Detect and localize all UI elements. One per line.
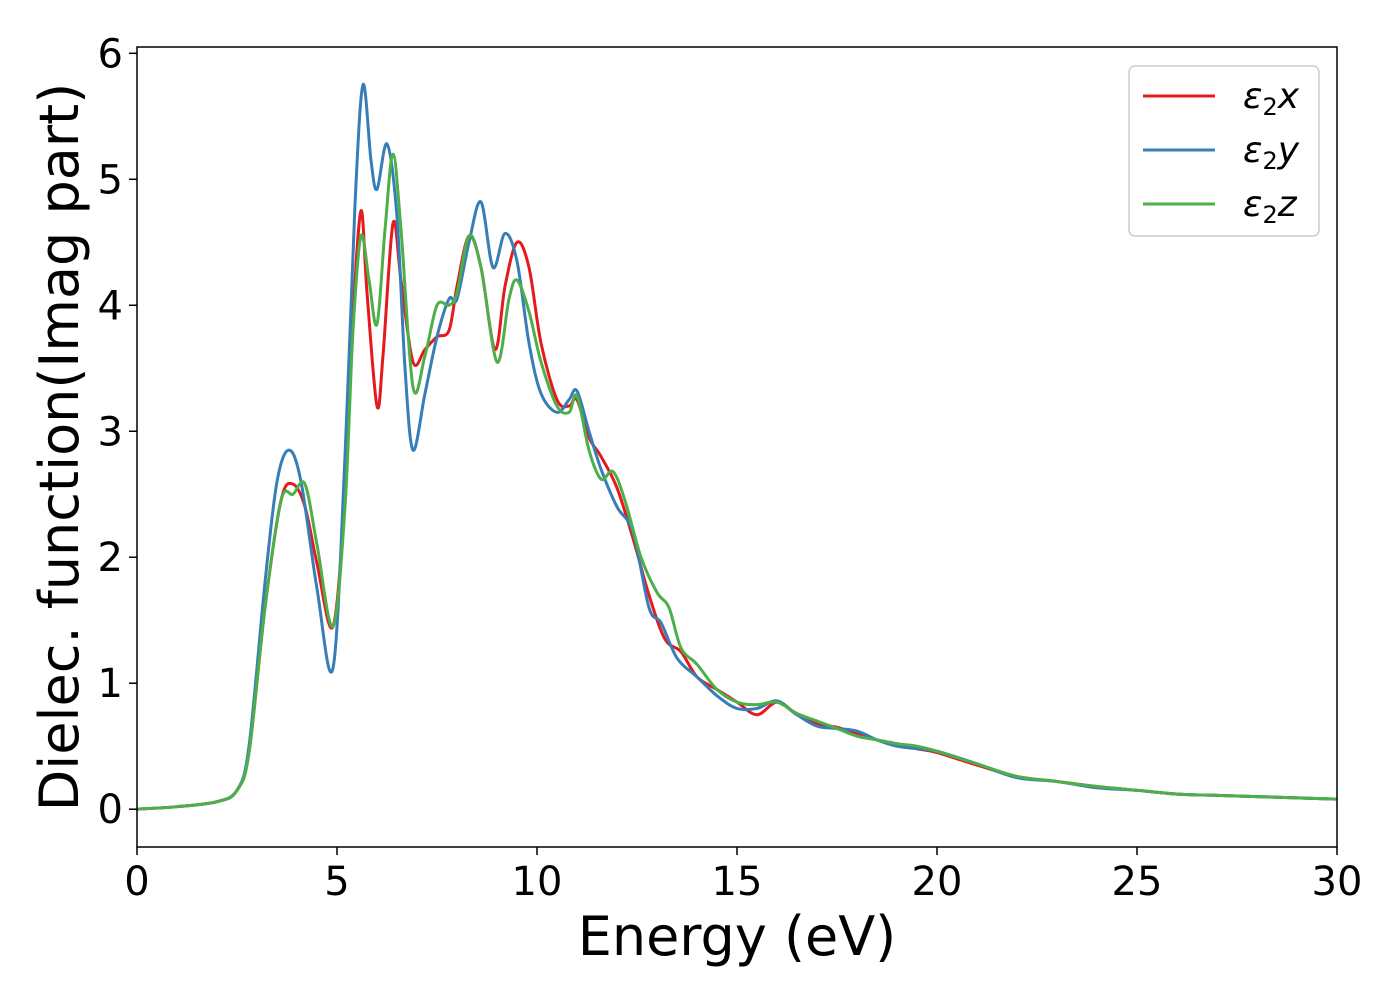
legend-subscript: 2 (1262, 93, 1277, 121)
y-tick-label: 5 (98, 157, 123, 203)
y-tick-label: 1 (98, 661, 123, 707)
x-tick-label: 25 (1112, 859, 1163, 905)
y-tick-label: 3 (98, 409, 123, 455)
legend-variable: x (1277, 76, 1300, 117)
series-line-y (137, 83, 1337, 811)
x-tick-label: 0 (124, 859, 149, 905)
x-tick-label: 15 (712, 859, 763, 905)
legend-symbol: ε (1243, 130, 1262, 171)
y-tick-label: 0 (98, 787, 123, 833)
legend-label-x: ε2x (1243, 76, 1300, 121)
legend-subscript: 2 (1262, 147, 1277, 175)
x-tick-label: 5 (324, 859, 349, 905)
y-axis: 0 1 2 3 4 5 6 (98, 31, 137, 833)
y-tick-label: 2 (98, 535, 123, 581)
x-tick-label: 30 (1312, 859, 1363, 905)
legend-box (1128, 65, 1320, 237)
legend-subscript: 2 (1262, 201, 1277, 229)
legend-symbol: ε (1243, 76, 1262, 117)
legend-variable: z (1277, 184, 1298, 225)
legend-label-z: ε2z (1243, 184, 1298, 229)
legend-symbol: ε (1243, 184, 1262, 225)
series-line-z (137, 152, 1337, 811)
x-tick-label: 10 (512, 859, 563, 905)
y-axis-title: Dielec. function(Imag part) (28, 83, 91, 812)
x-axis-title: Energy (eV) (578, 905, 897, 968)
series-line-x (137, 209, 1337, 811)
y-tick-label: 6 (98, 31, 123, 77)
series-layer (137, 83, 1337, 811)
y-tick-label: 4 (98, 283, 123, 329)
x-tick-label: 20 (912, 859, 963, 905)
legend-variable: y (1277, 130, 1300, 171)
legend-label-y: ε2y (1243, 130, 1300, 175)
x-axis: 0 5 10 15 20 25 30 (124, 847, 1362, 905)
